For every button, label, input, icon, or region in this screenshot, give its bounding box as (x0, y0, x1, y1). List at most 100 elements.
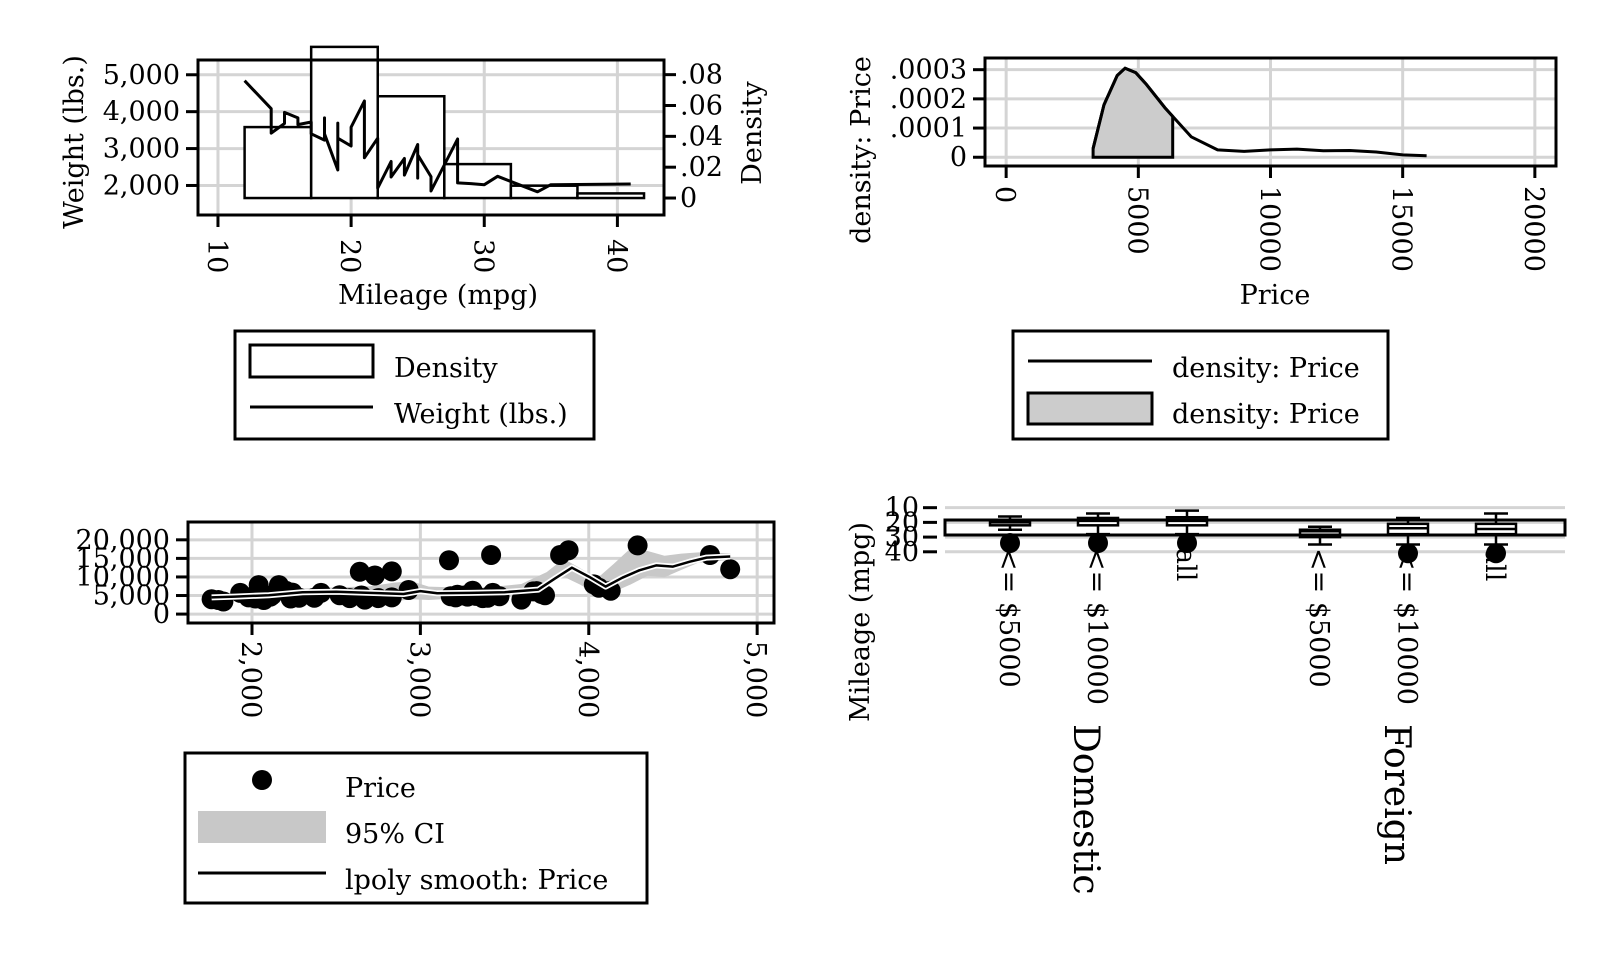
p3-ytick-label: 15,000 (76, 543, 170, 574)
p4-ytick-label: 20 (885, 507, 919, 538)
box-outlier (1486, 543, 1506, 564)
p2-legend-label-line: density: Price (1172, 353, 1360, 384)
p2-legend-frame (1011, 329, 1390, 441)
p1-ytick-right-label: .02 (680, 152, 723, 183)
price-point (627, 535, 648, 556)
p3-legend-symbol-dot (252, 770, 272, 790)
p2-ytick-label: .0002 (890, 84, 967, 115)
price-point (720, 559, 741, 580)
p4-category-labels: <= $5000 <= $10000 all <= $5000 <= $10000 all… (993, 548, 1510, 895)
p1-ytick-left-label: 4,000 (103, 97, 180, 128)
p2-xtick-label: 0 (989, 186, 1020, 203)
p1-weight-line-layer (243, 79, 631, 194)
box-iqr (1298, 528, 1342, 539)
p4-category-label: <= $10000 (1391, 548, 1422, 705)
box-outlier (1177, 533, 1197, 553)
p3-legend: Price 95% CI lpoly smooth: Price (183, 751, 649, 905)
price-point (439, 550, 459, 571)
smooth-line (211, 555, 731, 599)
p1-ytick-left-label: 2,000 (103, 170, 180, 201)
p2-shaded-area-layer (1091, 66, 1175, 159)
p3-ytick-label: 0 (153, 599, 170, 630)
density-shaded-area (1091, 66, 1175, 159)
p3-ytick-label: 5,000 (93, 581, 170, 612)
p3-xtick-label: 2,000 (235, 641, 266, 718)
weight-line (243, 79, 631, 194)
histogram-bar (443, 162, 513, 200)
p1-xtick-label: 10 (201, 239, 232, 273)
p1-ytick-right-label: .04 (680, 121, 723, 152)
p4-category-label: <= $10000 (1081, 548, 1112, 705)
p1-legend-label-density: Density (394, 353, 498, 384)
p1-legend-symbol-box (248, 343, 375, 379)
p2-xtick-label: 5000 (1121, 186, 1152, 255)
p2-legend-symbol-fill (1026, 391, 1154, 426)
p4-category-label: all (1170, 548, 1201, 581)
p1-xlabel: Mileage (mpg) (338, 280, 538, 311)
p4-category-label: <= $5000 (993, 548, 1024, 688)
p4-category-label: all (1479, 548, 1510, 581)
box-outlier (1088, 533, 1108, 553)
p2-xtick-label: 10000 (1254, 186, 1285, 272)
p2-xtick-label: 15000 (1386, 186, 1417, 272)
p1-histogram-bars (243, 45, 646, 200)
p4-gridlines (945, 506, 1565, 554)
p2-ytick-label: .0003 (890, 55, 967, 86)
p1-xtick-label: 40 (600, 239, 631, 273)
p4-ytick-label: 30 (885, 522, 919, 553)
p2-xtick-label: 20000 (1518, 186, 1549, 272)
histogram-bar (243, 125, 313, 200)
box-outlier (1398, 543, 1418, 564)
density-line (1091, 66, 1427, 158)
p4-ylabel: Mileage (mpg) (845, 522, 876, 722)
p2-density-line-layer (1091, 66, 1427, 158)
p1-xtick-label: 30 (467, 239, 498, 273)
p3-plot-frame (186, 520, 776, 625)
p4-group-label: Domestic (1065, 724, 1106, 895)
p1-ytick-left-label: 5,000 (103, 60, 180, 91)
p3-legend-label-smooth: lpoly smooth: Price (345, 865, 608, 896)
p1-ylabel-left: Weight (lbs.) (59, 55, 90, 229)
p1-ylabel-right: Density (737, 80, 768, 184)
p1-axis-ticks: 10 20 30 40 2,000 3,000 4,000 5,000 .08.06.04.02… (103, 60, 723, 274)
p3-ytick-label: 10,000 (76, 562, 170, 593)
p4-ytick-label: 40 (885, 537, 919, 568)
p3-smooth-line-layer (211, 553, 731, 601)
p3-xtick-label: 5,000 (740, 641, 771, 718)
p3-ytick-label: 20,000 (76, 525, 170, 556)
p1-ytick-right-label: .06 (680, 90, 723, 121)
p2-ytick-label: .0001 (890, 113, 967, 144)
p4-group-label: Foreign (1376, 724, 1417, 865)
histogram-panel: 10 20 30 40 2,000 3,000 4,000 5,000 .08.06.04.02… (59, 45, 768, 441)
p3-xtick-label: 4,000 (572, 641, 603, 718)
p3-legend-symbol-ci (198, 811, 326, 843)
p1-ytick-left-label: 3,000 (103, 134, 180, 165)
p3-legend-label-price: Price (345, 773, 416, 804)
price-point (558, 540, 579, 561)
p3-axis-ticks: 2,000 3,000 4,000 5,00005,00010,00015,00020… (76, 525, 772, 718)
p2-ytick-label: 0 (950, 142, 967, 173)
p1-ytick-right-label: .08 (680, 60, 723, 91)
p3-xtick-label: 3,000 (403, 641, 434, 718)
histogram-bar (576, 192, 646, 200)
p1-legend: Density Weight (lbs.) (233, 329, 596, 441)
p1-legend-label-weight: Weight (lbs.) (394, 399, 568, 430)
p2-legend: density: Price density: Price (1011, 329, 1390, 441)
price-point (381, 561, 402, 582)
p2-gridlines (985, 58, 1556, 166)
price-point (364, 565, 385, 586)
p2-legend-label-area: density: Price (1172, 399, 1360, 430)
p1-xtick-label: 20 (334, 239, 365, 273)
p1-legend-frame (233, 329, 596, 441)
histogram-bar (376, 94, 446, 200)
p3-legend-label-ci: 95% CI (345, 819, 445, 850)
p2-xlabel: Price (1240, 280, 1311, 311)
p4-plot-frame (943, 518, 1567, 537)
p3-legend-frame (183, 751, 649, 905)
price-point (349, 561, 370, 582)
p4-ytick-label: 10 (885, 493, 919, 524)
